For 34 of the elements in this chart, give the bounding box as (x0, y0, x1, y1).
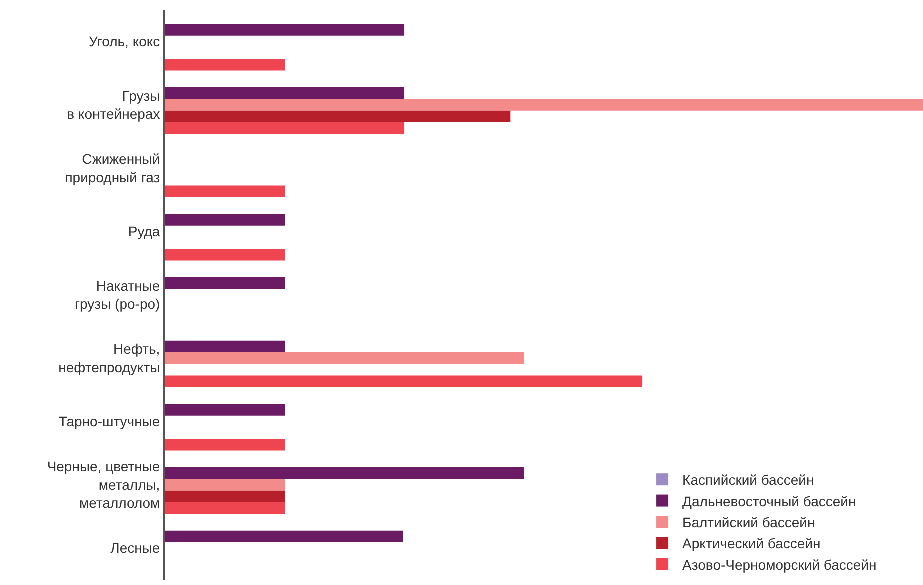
y-tick-label: Уголь, кокс (89, 34, 160, 50)
bar (165, 24, 405, 36)
y-tick-label: Накатные грузы (ро-ро) (74, 278, 160, 312)
bar (165, 404, 286, 416)
bar (165, 502, 286, 514)
bar (165, 278, 286, 290)
bar (165, 530, 404, 543)
bar (165, 439, 286, 451)
y-tick-label: Черные, цветные металлы, металлолом (47, 458, 160, 512)
y-tick-label: Грузы в контейнерах (67, 88, 160, 122)
bar (165, 352, 524, 364)
bar (165, 214, 286, 226)
legend-label: Азово-Черноморский бассейн (682, 556, 877, 573)
y-tick-label: Нефть, нефтепродукты (58, 341, 160, 376)
bar (165, 490, 286, 502)
bar (165, 186, 286, 198)
y-tick-label: Тарно-штучные (58, 414, 160, 430)
legend-label: Дальневосточный бассейн (682, 493, 856, 510)
bar (165, 88, 405, 100)
y-tick-label: Сжиженный природный газ (65, 151, 160, 186)
bar (165, 99, 923, 111)
bar (165, 249, 286, 261)
legend-label: Каспийский бассейн (682, 472, 814, 488)
bar (165, 376, 643, 388)
bar (165, 340, 286, 353)
bar (165, 59, 286, 71)
bar (165, 479, 286, 491)
legend-label: Балтийский бассейн (682, 514, 816, 530)
y-tick-label: Лесные (110, 540, 160, 556)
y-tick-label: Руда (128, 224, 160, 240)
legend-label: Арктический бассейн (682, 536, 821, 552)
bar (165, 122, 405, 134)
bar (165, 468, 524, 480)
bar (165, 110, 511, 122)
